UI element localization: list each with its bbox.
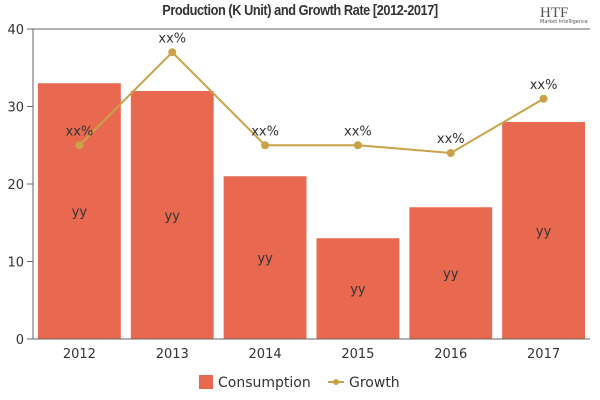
x-tick-label: 2014 xyxy=(249,347,282,362)
growth-point-2014 xyxy=(261,141,270,150)
y-tick-label: 0 xyxy=(16,333,24,348)
y-tick-label: 10 xyxy=(7,256,24,271)
bar-2016 xyxy=(409,207,493,339)
y-tick-label: 30 xyxy=(7,101,24,116)
growth-point-2012 xyxy=(75,141,84,150)
x-tick-label: 2016 xyxy=(434,347,467,362)
bar-2017 xyxy=(502,122,585,339)
logo-subtext: Market Intelligence xyxy=(540,19,588,25)
bar-label: yy xyxy=(165,209,181,224)
growth-label: xx% xyxy=(437,132,465,147)
growth-label: xx% xyxy=(66,124,94,139)
x-tick-label: 2015 xyxy=(341,347,374,362)
bar-2014 xyxy=(223,176,307,339)
bar-2015 xyxy=(316,238,400,339)
bar-label: yy xyxy=(350,283,366,298)
bar-label: yy xyxy=(443,267,459,282)
growth-label: xx% xyxy=(344,124,372,139)
legend-swatch-consumption xyxy=(199,375,213,389)
x-tick-label: 2017 xyxy=(527,347,560,362)
growth-label: xx% xyxy=(158,31,186,46)
growth-point-2013 xyxy=(168,48,177,57)
logo-text: HTF xyxy=(540,5,569,21)
x-tick-label: 2013 xyxy=(156,347,189,362)
growth-point-2017 xyxy=(539,94,548,103)
htf-logo: HTF Market Intelligence xyxy=(540,2,598,28)
legend-label-consumption: Consumption xyxy=(218,375,311,391)
bar-2013 xyxy=(130,91,214,339)
bar-label: yy xyxy=(72,205,88,220)
growth-line xyxy=(78,50,545,155)
bar-label: yy xyxy=(257,252,273,267)
bar-2012 xyxy=(38,83,121,339)
growth-point-2015 xyxy=(353,141,362,150)
y-tick-label: 20 xyxy=(7,178,24,193)
legend-label-growth: Growth xyxy=(349,375,400,391)
x-tick-label: 2012 xyxy=(63,347,96,362)
legend-marker-growth xyxy=(333,379,339,385)
bar-label: yy xyxy=(536,225,552,240)
y-tick-label: 40 xyxy=(7,23,24,38)
growth-label: xx% xyxy=(530,78,558,93)
growth-label: xx% xyxy=(251,124,279,139)
chart-title: Production (K Unit) and Growth Rate [201… xyxy=(162,2,438,19)
growth-point-2016 xyxy=(446,149,455,157)
